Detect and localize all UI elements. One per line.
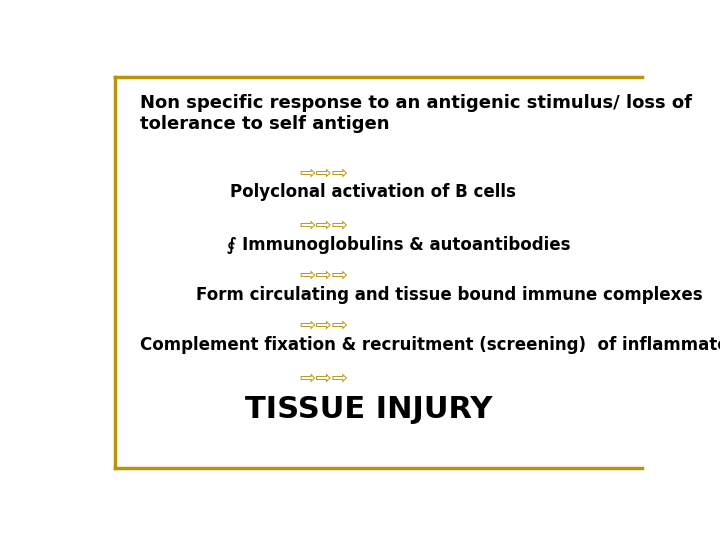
Text: ⇨⇨⇨: ⇨⇨⇨ [300, 217, 349, 235]
Text: Non specific response to an antigenic stimulus/ loss of
tolerance to self antige: Non specific response to an antigenic st… [140, 94, 692, 133]
Text: ⇨⇨⇨: ⇨⇨⇨ [300, 369, 349, 388]
Text: ⇨⇨⇨: ⇨⇨⇨ [300, 266, 349, 286]
Text: ⨐ Immunoglobulins & autoantibodies: ⨐ Immunoglobulins & autoantibodies [227, 236, 570, 254]
Text: Polyclonal activation of B cells: Polyclonal activation of B cells [230, 183, 516, 201]
Text: Form circulating and tissue bound immune complexes: Form circulating and tissue bound immune… [196, 286, 703, 304]
Text: ⇨⇨⇨: ⇨⇨⇨ [300, 165, 349, 184]
Text: TISSUE INJURY: TISSUE INJURY [246, 395, 492, 424]
Text: Complement fixation & recruitment (screening)  of inflammatory cells: Complement fixation & recruitment (scree… [140, 336, 720, 354]
Text: ⇨⇨⇨: ⇨⇨⇨ [300, 316, 349, 335]
